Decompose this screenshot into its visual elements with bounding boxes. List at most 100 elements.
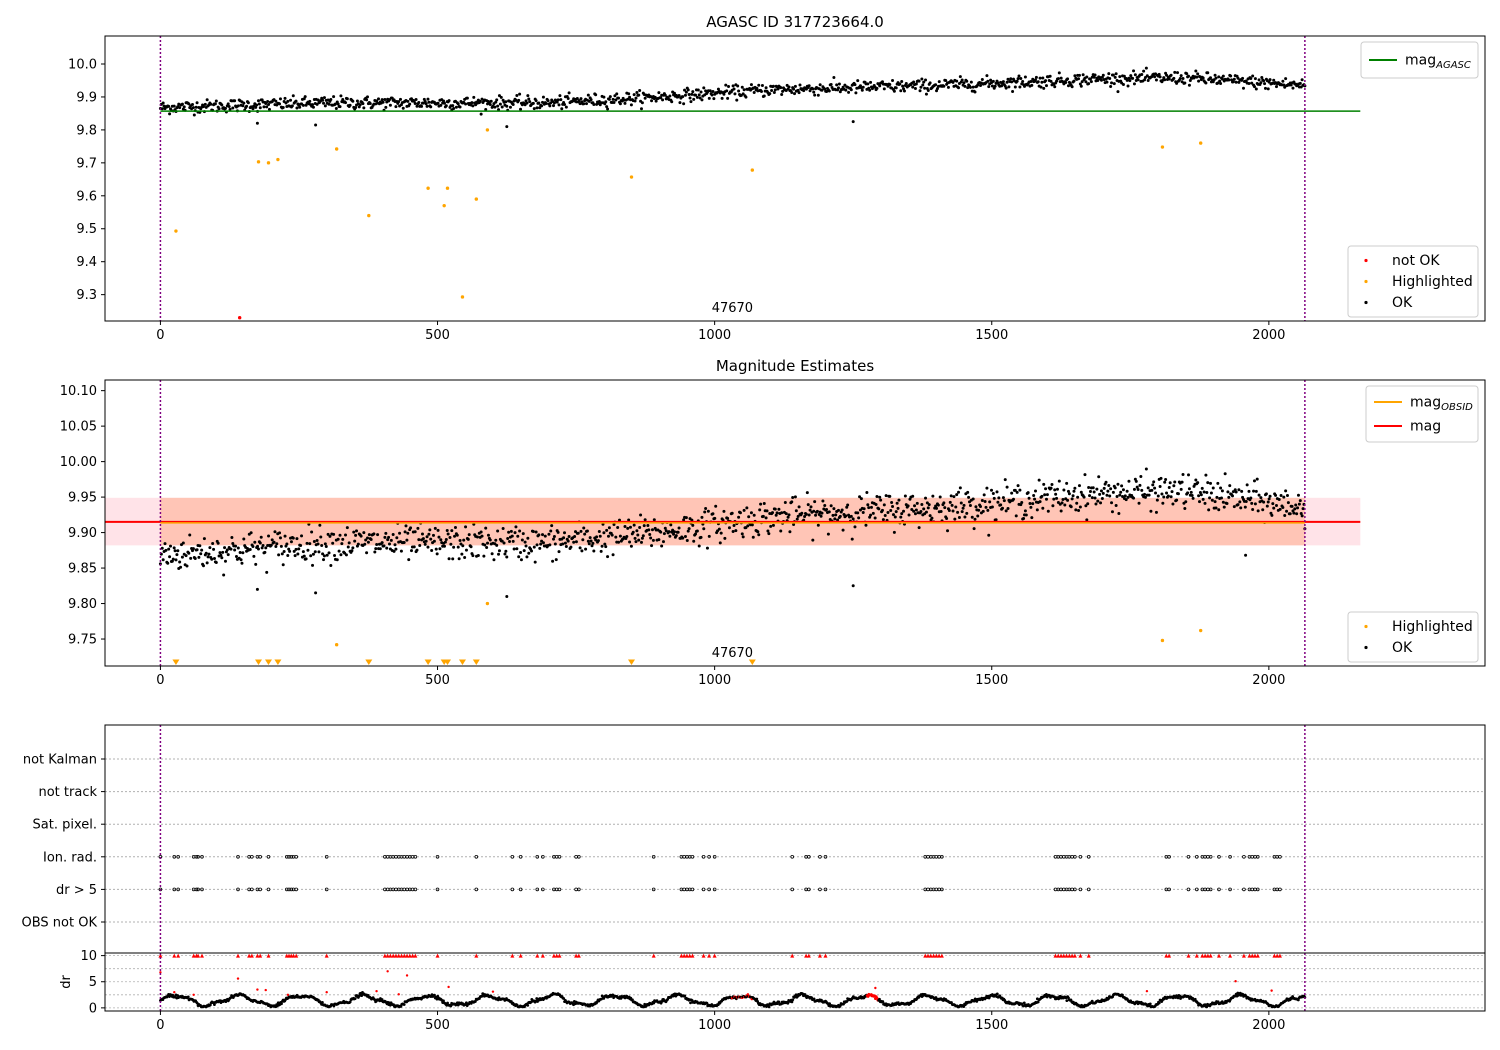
ok-point <box>358 103 362 107</box>
ok-point <box>359 534 363 538</box>
ok-point <box>836 86 840 90</box>
ok-point <box>903 494 907 498</box>
ok-point <box>1070 497 1074 501</box>
ok-point <box>1262 79 1266 83</box>
ok-point <box>202 537 206 541</box>
ok-point <box>560 107 564 111</box>
ok-point <box>368 102 372 106</box>
ok-point <box>516 534 520 538</box>
ok-point <box>548 543 552 547</box>
ok-point <box>738 511 742 515</box>
ok-point <box>347 541 351 545</box>
ok-point <box>458 105 462 109</box>
ok-point <box>497 552 501 556</box>
ok-point <box>305 541 309 545</box>
ok-point <box>632 523 636 527</box>
ok-point <box>421 537 425 541</box>
ok-point <box>1187 473 1191 477</box>
out-of-range-marker <box>274 659 282 665</box>
out-of-range-marker <box>748 659 756 665</box>
out-of-range-marker <box>255 659 263 665</box>
ok-point <box>1049 79 1053 83</box>
dr-clipped-marker <box>266 953 271 958</box>
ok-point <box>913 512 917 516</box>
legend-label: mag <box>1405 53 1436 69</box>
ok-point <box>604 100 608 104</box>
legend-label: Highlighted <box>1392 619 1473 635</box>
flag-point <box>435 887 440 892</box>
ok-point <box>961 506 965 510</box>
ok-point <box>928 81 932 85</box>
ok-point <box>765 509 769 513</box>
ok-point <box>1030 83 1034 87</box>
ok-point <box>853 525 857 529</box>
ok-point <box>461 544 465 548</box>
ok-point <box>178 106 182 110</box>
dr-clipped-marker <box>1070 953 1075 958</box>
ok-point <box>1219 81 1223 85</box>
ok-point <box>965 511 969 515</box>
ok-point <box>353 539 357 543</box>
ok-point <box>589 98 593 102</box>
ok-point <box>683 88 687 92</box>
ok-point <box>610 533 614 537</box>
ok-point <box>1288 512 1292 516</box>
ok-point <box>479 530 483 534</box>
dr-clipped-marker <box>817 953 822 958</box>
ok-point <box>1255 477 1259 481</box>
ok-point <box>793 84 797 88</box>
ok-point <box>995 490 999 494</box>
ok-point <box>214 99 218 103</box>
dr-clipped-marker <box>1053 953 1058 958</box>
ok-point <box>407 558 411 562</box>
ok-point <box>1282 495 1286 499</box>
dr-clipped-marker <box>923 953 928 958</box>
legend-label: OK <box>1392 295 1413 311</box>
ok-point <box>501 526 505 530</box>
ok-point <box>804 512 808 516</box>
ok-point <box>309 554 313 558</box>
ok-point <box>521 532 525 536</box>
flag-point <box>258 854 262 859</box>
ok-point <box>1163 480 1167 484</box>
flag-point <box>200 854 204 859</box>
ok-point <box>241 551 245 555</box>
ok-point <box>191 106 195 110</box>
ok-point <box>791 495 795 499</box>
ok-point <box>278 531 282 535</box>
ok-point <box>1028 502 1032 506</box>
ok-point <box>531 529 535 533</box>
ok-point <box>968 503 972 507</box>
ok-point <box>742 88 746 92</box>
ok-point <box>362 106 366 110</box>
ok-point <box>226 553 230 557</box>
ok-point <box>694 532 698 536</box>
ok-point <box>1072 489 1076 493</box>
dr-clipped-marker <box>402 953 407 958</box>
ok-point <box>722 509 726 513</box>
dr-clipped-marker <box>388 953 393 958</box>
ok-point <box>594 538 598 542</box>
dr-clipped-marker <box>1277 953 1282 958</box>
ok-point <box>634 96 638 100</box>
ok-point <box>1256 509 1260 513</box>
ok-point <box>1244 553 1248 557</box>
y-tick-label: 9.80 <box>68 597 97 612</box>
ok-point <box>983 499 987 503</box>
ok-point <box>449 542 453 546</box>
ok-point <box>1252 85 1256 89</box>
ok-point <box>408 102 412 106</box>
ok-point <box>984 505 988 509</box>
ok-point <box>639 107 643 111</box>
ok-point <box>557 550 561 554</box>
ok-point <box>486 541 490 545</box>
ok-point <box>1173 480 1177 484</box>
ok-point <box>1086 502 1090 506</box>
ok-point <box>598 534 602 538</box>
ok-point <box>917 79 921 83</box>
ok-point <box>476 553 480 557</box>
ok-point <box>837 82 841 86</box>
highlighted-point <box>485 128 490 132</box>
ok-point <box>518 529 522 533</box>
